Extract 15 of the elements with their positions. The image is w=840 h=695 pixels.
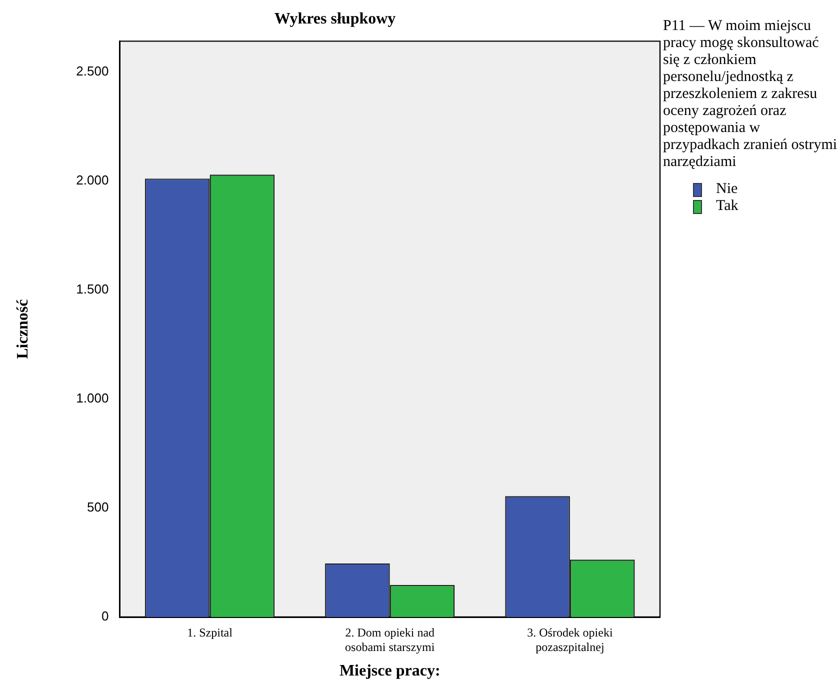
y-tick-label: 1.500: [76, 281, 109, 296]
y-tick-label: 2.000: [76, 172, 109, 188]
y-tick-label: 2.500: [76, 63, 109, 78]
x-tick-label: 2. Dom opieki nad osobami starszymi: [345, 625, 436, 654]
legend-label: Nie: [716, 181, 738, 198]
x-tick-label: 3. Ośrodek opieki pozaszpitalnej: [527, 625, 614, 654]
x-axis-title: Miejsce pracy:: [339, 662, 440, 680]
y-tick-label: 0: [101, 608, 109, 624]
chart-title: Wykres słupkowy: [274, 10, 396, 28]
y-tick-label: 500: [87, 500, 109, 515]
text: P11 — W moim miejscu pracy mogę skonsultować się z członkiem personelu/jednostką z przeszkoleniem z zakresu oceny zagrożeń oraz postępowania w przypadkach zranień ostrymi narzędziami: [663, 18, 838, 170]
y-axis-title: Liczność: [14, 299, 32, 359]
legend-label: Tak: [716, 198, 738, 215]
y-tick-label: 1.000: [76, 390, 109, 406]
x-tick-label: 1. Szpital: [187, 625, 234, 640]
